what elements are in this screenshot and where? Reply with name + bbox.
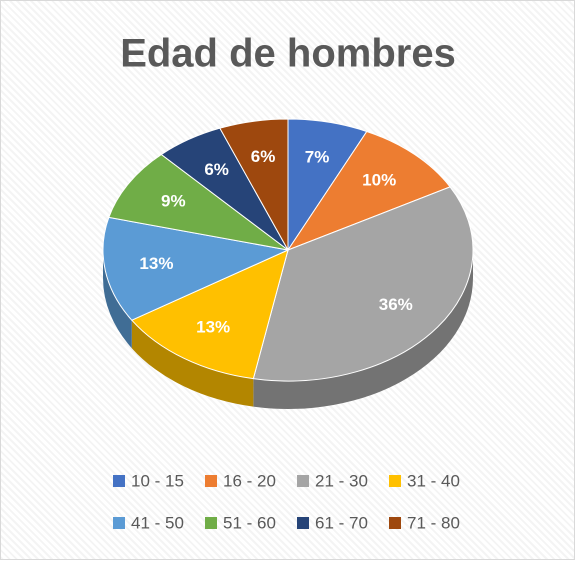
data-label: 13% bbox=[196, 317, 230, 336]
legend-swatch bbox=[205, 475, 217, 487]
slice-side bbox=[103, 250, 132, 349]
slice bbox=[108, 153, 289, 251]
legend-label: 71 - 80 bbox=[407, 513, 460, 532]
data-label: 36% bbox=[379, 295, 413, 314]
legend-swatch bbox=[113, 517, 125, 529]
legend-swatch bbox=[389, 475, 401, 487]
data-label: 13% bbox=[139, 254, 173, 273]
legend-label: 41 - 50 bbox=[131, 513, 184, 532]
slice bbox=[102, 216, 290, 321]
slice-side bbox=[253, 250, 473, 409]
data-label: 10% bbox=[362, 171, 396, 190]
slice bbox=[219, 118, 289, 252]
data-label: 6% bbox=[251, 147, 276, 166]
slice bbox=[252, 186, 474, 382]
legend-label: 16 - 20 bbox=[223, 471, 276, 490]
slice-side bbox=[131, 320, 254, 407]
slice bbox=[130, 249, 289, 380]
legend-swatch bbox=[205, 517, 217, 529]
slice bbox=[286, 130, 451, 252]
data-label: 6% bbox=[204, 160, 229, 179]
legend-label: 21 - 30 bbox=[315, 471, 368, 490]
data-label: 7% bbox=[305, 147, 330, 166]
legend-swatch bbox=[389, 517, 401, 529]
legend-label: 51 - 60 bbox=[223, 513, 276, 532]
legend-swatch bbox=[297, 475, 309, 487]
data-label: 9% bbox=[161, 191, 186, 210]
legend-swatch bbox=[113, 475, 125, 487]
legend-label: 61 - 70 bbox=[315, 513, 368, 532]
legend-label: 10 - 15 bbox=[131, 471, 184, 490]
legend-label: 31 - 40 bbox=[407, 471, 460, 490]
legend-swatch bbox=[297, 517, 309, 529]
chart-title: Edad de hombres bbox=[120, 32, 456, 76]
